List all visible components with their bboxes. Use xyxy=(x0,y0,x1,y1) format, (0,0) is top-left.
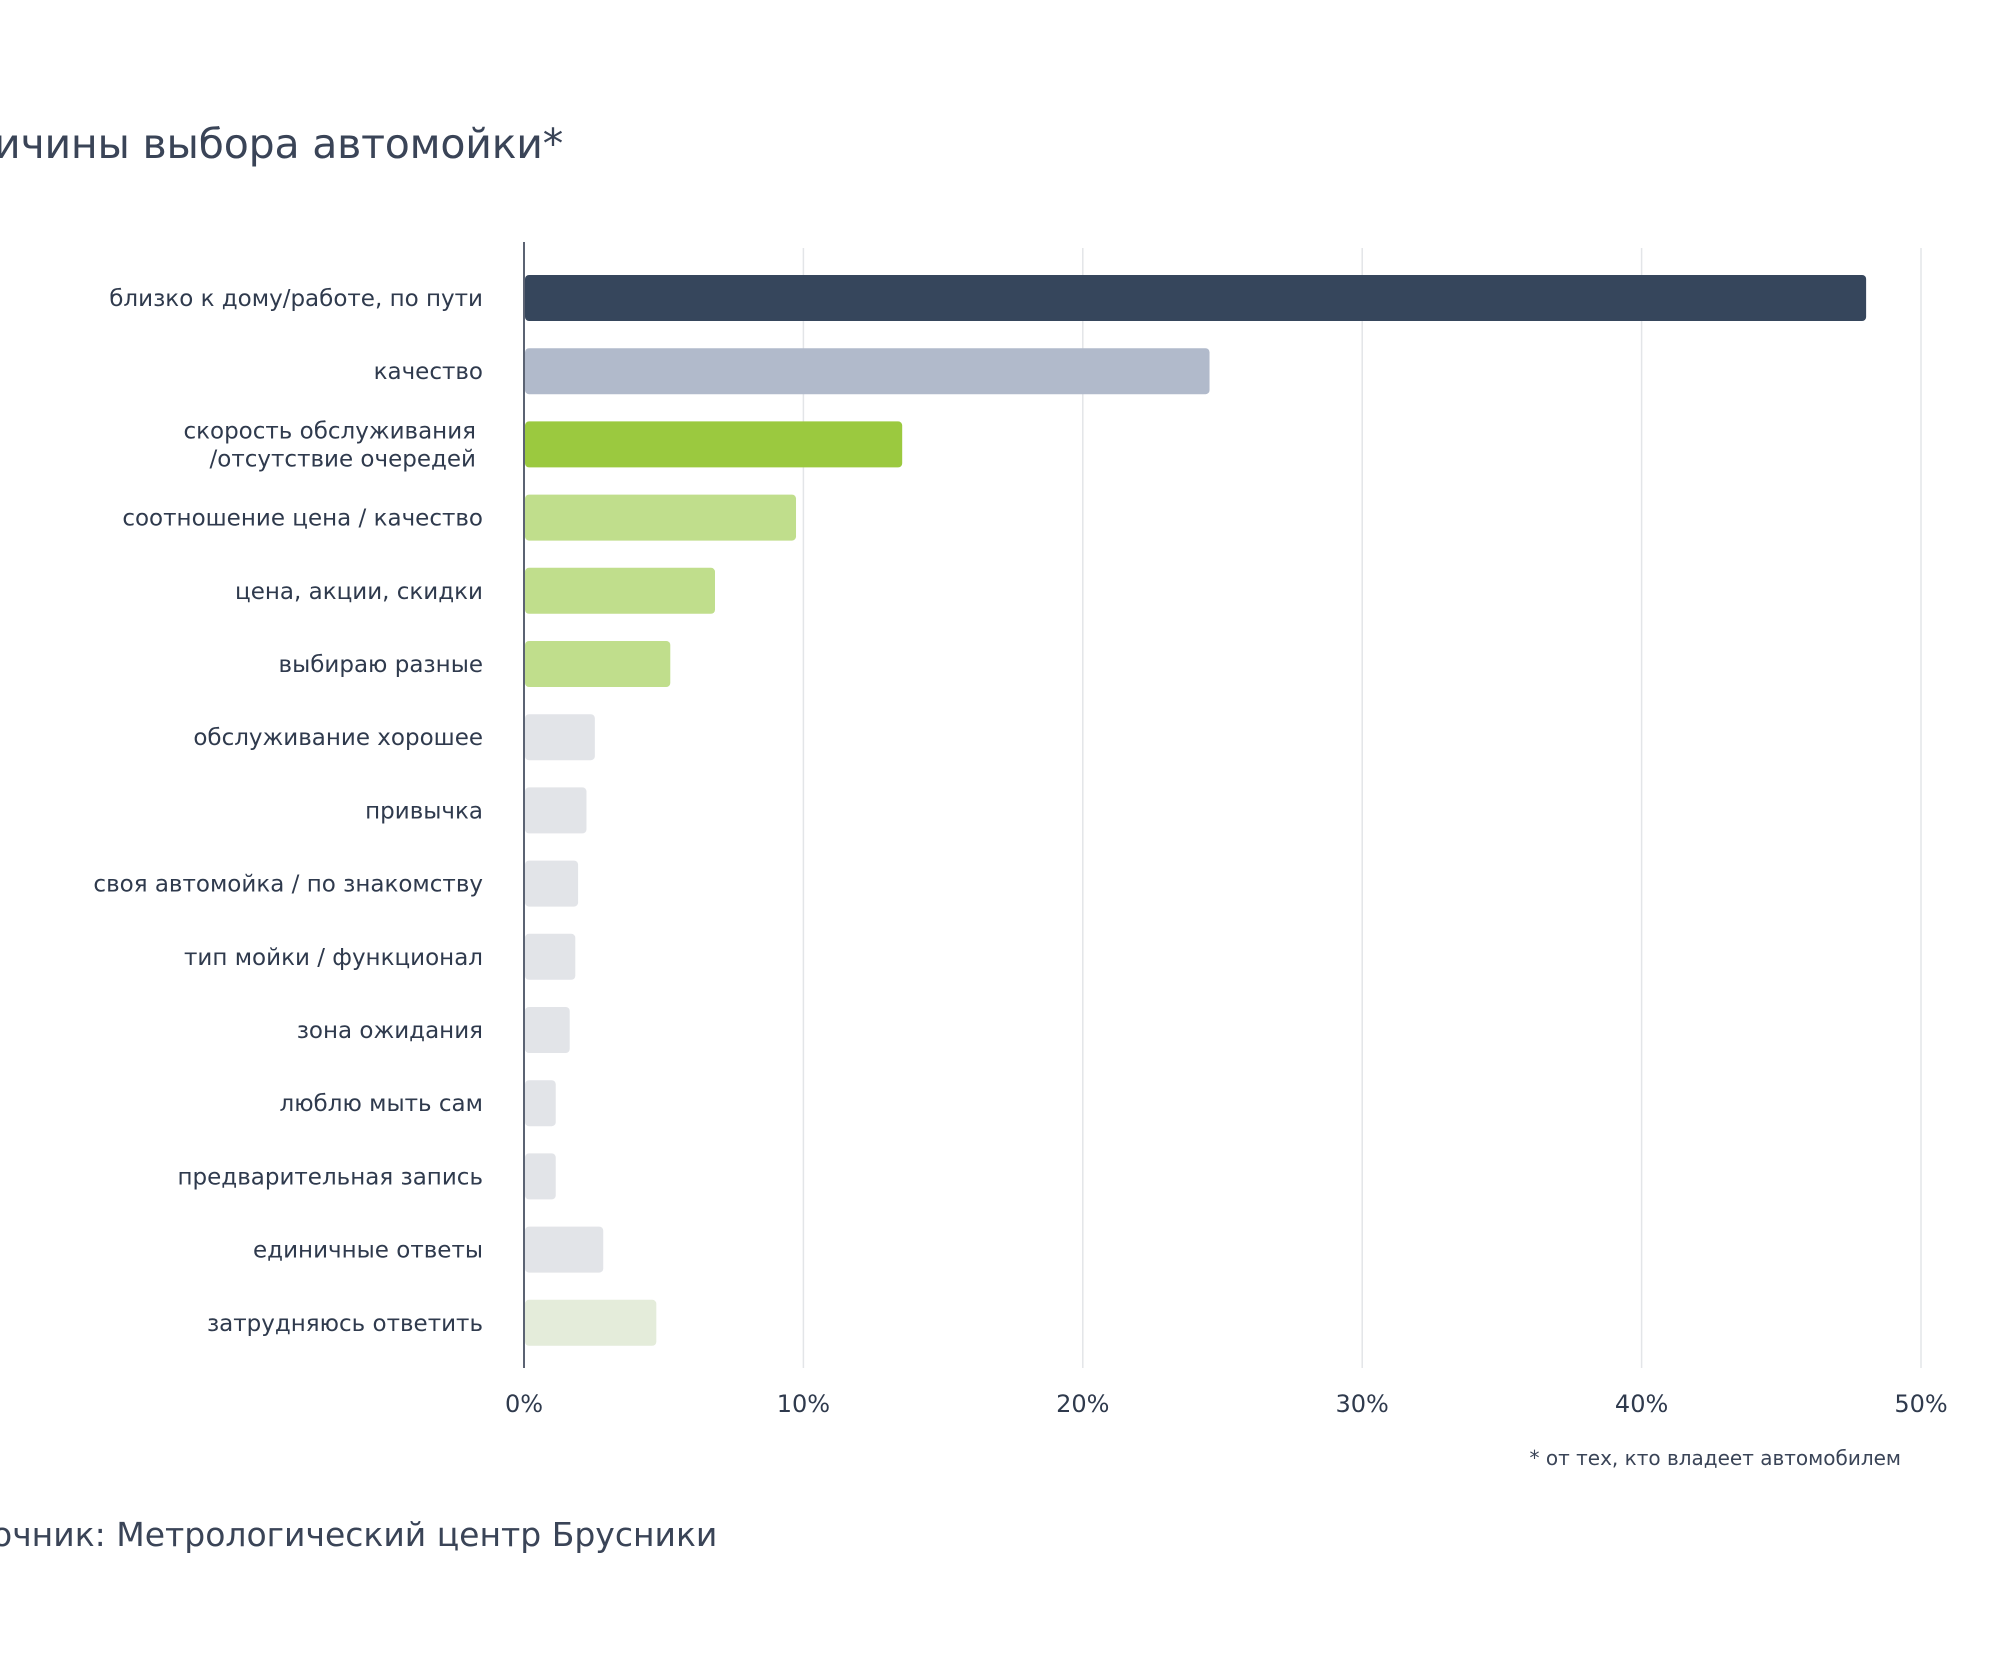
bar-14 xyxy=(525,1299,657,1346)
x-tick-label-3: 30% xyxy=(1336,1390,1389,1418)
category-label-3: соотношение цена / качество xyxy=(122,506,483,532)
x-tick-label-0: 0% xyxy=(505,1390,543,1418)
bar-6 xyxy=(525,714,595,761)
bar-5 xyxy=(525,641,671,687)
bar-2 xyxy=(525,421,903,468)
x-tick-label-4: 40% xyxy=(1615,1390,1668,1418)
category-label-13: единичные ответы xyxy=(253,1238,483,1264)
bar-10 xyxy=(525,1007,570,1053)
category-label-7: привычка xyxy=(365,798,483,824)
category-label-8: своя автомойка / по знакомству xyxy=(93,872,483,898)
bar-3 xyxy=(525,494,797,541)
category-label-11: люблю мыть сам xyxy=(280,1091,484,1117)
category-labels: близко к дому/работе, по пути качество ско… xyxy=(93,286,483,1337)
category-label-9: тип мойки / функционал xyxy=(184,945,483,971)
x-tick-label-1: 10% xyxy=(777,1390,830,1418)
bar-7 xyxy=(525,787,587,834)
category-label-4: цена, акции, скидки xyxy=(235,579,483,605)
bar-12 xyxy=(525,1153,556,1200)
category-label-5: выбираю разные xyxy=(279,652,483,678)
category-label-14: затрудняюсь ответить xyxy=(207,1311,483,1337)
bar-11 xyxy=(525,1080,556,1127)
bars xyxy=(525,275,1867,1346)
source-note: очник: Метрологический центр Брусники xyxy=(0,1515,718,1554)
category-label-12: предварительная запись xyxy=(178,1164,483,1190)
grid-lines xyxy=(802,248,1922,1368)
category-label-6: обслуживание хорошее xyxy=(193,725,483,751)
footnote: * от тех, кто владеет автомобилем xyxy=(1529,1446,1901,1470)
bar-0 xyxy=(525,275,1867,321)
x-axis-ticks: 0% 10% 20% 30% 40% 50% xyxy=(505,1390,1948,1418)
x-tick-label-5: 50% xyxy=(1894,1390,1947,1418)
bar-8 xyxy=(525,860,579,907)
chart-title: ичины выбора автомойки* xyxy=(0,120,564,168)
bar-4 xyxy=(525,567,715,614)
bar-13 xyxy=(525,1226,604,1273)
category-label-2: скорость обслуживания/отсутствие очереде… xyxy=(183,418,476,472)
category-label-10: зона ожидания xyxy=(297,1018,483,1044)
bar-9 xyxy=(525,933,576,980)
category-label-1: качество xyxy=(374,359,483,385)
category-label-0: близко к дому/работе, по пути xyxy=(109,286,483,312)
bar-1 xyxy=(525,348,1210,395)
x-tick-label-2: 20% xyxy=(1056,1390,1109,1418)
